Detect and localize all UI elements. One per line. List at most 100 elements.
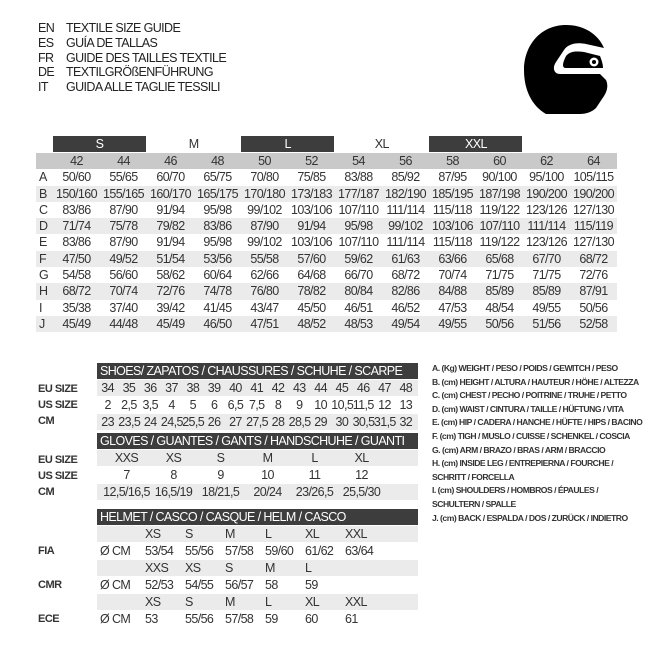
gloves-row-eu: XXS XS S M L XL <box>97 450 418 466</box>
cell: 45 <box>335 381 349 395</box>
row-label: H <box>39 284 48 299</box>
helmet-size: XS <box>145 527 161 541</box>
cell: 95/98 <box>203 202 232 217</box>
cell: 90/100 <box>482 170 517 185</box>
legend-line: A. (Kg) WEIGHT / PESO / POIDS / GEWITCH … <box>432 363 618 373</box>
cell: 111/114 <box>527 219 566 234</box>
cell: 75/85 <box>297 170 326 185</box>
helmet-size: L <box>265 595 272 609</box>
title-line: EN TEXTILE SIZE GUIDE <box>38 21 226 36</box>
row-label: EU SIZE <box>38 454 78 466</box>
cell: XL <box>354 451 369 465</box>
helmet-value-row: Ø CM 53 55/56 57/58 59 60 61 <box>97 611 418 627</box>
cell: 87/95 <box>438 170 467 185</box>
cell: 36 <box>143 381 157 395</box>
cell: 25,5 <box>182 415 205 429</box>
helmet-value: 56/57 <box>225 578 254 592</box>
helmet-size-row: XXS XS S M L <box>97 560 418 576</box>
helmet-size: XS <box>145 595 161 609</box>
cell: 12,5/16,5 <box>103 485 150 499</box>
cell: 103/106 <box>290 202 333 217</box>
cell: 35/38 <box>62 300 91 315</box>
cell: 13 <box>399 398 413 412</box>
unit-label: Ø CM <box>100 612 131 626</box>
cell: 107/110 <box>338 202 379 217</box>
helmet-size: XS <box>185 561 201 575</box>
cell: 83/86 <box>62 202 91 217</box>
cell: 34 <box>101 381 114 395</box>
row-label: I <box>39 300 42 315</box>
cell: 37/40 <box>109 300 138 315</box>
cell: 119/122 <box>479 202 520 217</box>
cell: 70/74 <box>438 268 467 283</box>
cell: 46/51 <box>344 300 373 315</box>
cell: 47 <box>378 381 391 395</box>
cell: 50/56 <box>579 300 608 315</box>
language-code: ES <box>38 35 54 50</box>
cell: 28,5 <box>288 415 312 429</box>
cell: 83/88 <box>344 170 373 185</box>
cell: 71/75 <box>532 268 561 283</box>
size-group-xl: XL <box>374 137 390 151</box>
row-label: B <box>39 186 47 201</box>
helmet-size-row: XS S M L XL XXL <box>97 594 418 610</box>
measurement-legend: A. (Kg) WEIGHT / PESO / POIDS / GEWITCH … <box>432 362 643 525</box>
shoes-title: SHOES/ ZAPATOS / CHAUSSURES / SCHUHE / S… <box>97 363 418 379</box>
gloves-row-us: 7 8 9 10 11 12 <box>97 467 418 483</box>
helmet-size: XXL <box>345 595 367 609</box>
cell: 71/75 <box>485 268 514 283</box>
cell: 99/102 <box>247 235 282 250</box>
cell: 27,5 <box>246 415 269 429</box>
helmet-value: 60 <box>305 612 318 626</box>
cell: 107/110 <box>479 219 520 234</box>
title-line: IT GUIDA ALLE TAGLIE TESSILI <box>38 80 226 95</box>
cell: 55/65 <box>109 170 138 185</box>
cell: 46 <box>356 381 370 395</box>
cell: 47/50 <box>62 251 91 266</box>
cell: 76/80 <box>250 284 279 299</box>
cell: 107/110 <box>338 235 379 250</box>
helmet-value: 61 <box>345 612 358 626</box>
table-row: J 45/49 44/48 45/49 46/50 47/51 48/52 48/53 49/5… <box>36 315 617 333</box>
gloves-row-cm: 12,5/16,5 16,5/19 18/21,5 20/24 23/26,5 25,5/… <box>97 484 418 500</box>
gloves-title: GLOVES / GUANTES / GANTS / HANDSCHUHE / … <box>97 433 418 449</box>
cell: 72/76 <box>156 284 185 299</box>
helmet-size-table: HELMET / CASCO / CASQUE / HELM / CASCO X… <box>97 509 418 627</box>
cell: 87/90 <box>250 219 279 234</box>
helmet-value: 59/60 <box>265 544 294 558</box>
size-grid: 42 44 46 48 50 52 54 56 58 60 62 64 A 50/60 55/65 60/70… <box>36 153 617 333</box>
cell: 32 <box>399 415 413 429</box>
cell: 39/42 <box>156 300 185 315</box>
row-label: CM <box>38 415 55 427</box>
cell: 103/106 <box>431 219 474 234</box>
cell: 177/187 <box>337 186 380 201</box>
cell: 5 <box>189 398 197 412</box>
cell: 8 <box>274 398 282 412</box>
cell: 84/88 <box>438 284 467 299</box>
cell: 43/47 <box>250 300 279 315</box>
title-text: GUIDA ALLE TAGLIE TESSILI <box>66 80 220 95</box>
table-row: I 35/38 37/40 39/42 41/45 43/47 45/50 46/51 46/5… <box>36 300 617 316</box>
title-line: FR GUIDE DES TAILLES TEXTILE <box>38 50 227 66</box>
unit-label: Ø CM <box>100 544 131 558</box>
helmet-value: 55/56 <box>185 544 214 558</box>
language-code: FR <box>38 50 54 65</box>
cell: 23,5 <box>118 415 141 429</box>
cell: 10 <box>314 398 327 412</box>
size-header-row: 42 44 46 48 50 52 54 56 58 60 62 64 <box>36 153 617 170</box>
size-number: 44 <box>117 154 130 168</box>
cell: 165/175 <box>196 186 239 201</box>
cell: 9 <box>217 468 224 482</box>
size-group-m: M <box>188 137 199 151</box>
cell: 68/72 <box>579 251 608 266</box>
cell: 7,5 <box>248 398 265 412</box>
cell: 9 <box>296 398 303 412</box>
cell: 127/130 <box>572 202 615 217</box>
cell: 60/70 <box>156 170 185 185</box>
cell: 29 <box>314 415 327 429</box>
table-row: A 50/60 55/65 60/70 65/75 70/80 75/85 83/88 85/9… <box>36 169 617 185</box>
table-row: F 47/50 49/52 51/54 53/56 55/58 57/60 59/62 61/6… <box>36 250 617 268</box>
cell: 91/94 <box>156 235 185 250</box>
cell: 42 <box>271 381 285 395</box>
helmet-size: M <box>225 527 235 541</box>
